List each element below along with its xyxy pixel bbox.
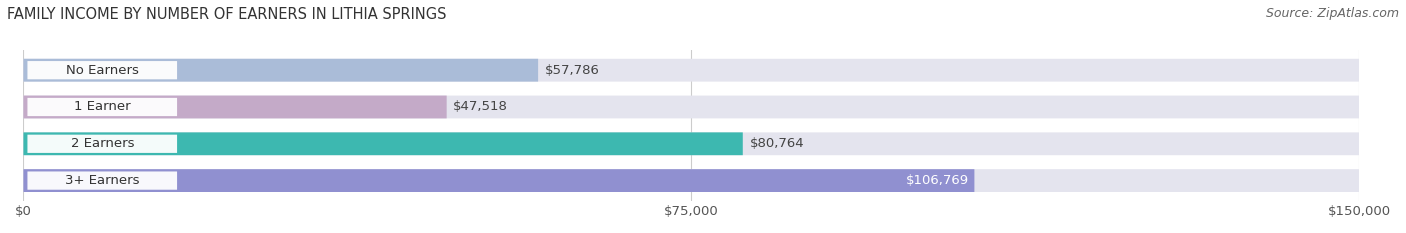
Text: $106,769: $106,769 [905,174,969,187]
FancyBboxPatch shape [28,98,177,116]
FancyBboxPatch shape [28,135,177,153]
Text: Source: ZipAtlas.com: Source: ZipAtlas.com [1265,7,1399,20]
FancyBboxPatch shape [24,132,742,155]
FancyBboxPatch shape [24,96,1360,118]
Text: $57,786: $57,786 [544,64,600,77]
Text: No Earners: No Earners [66,64,139,77]
FancyBboxPatch shape [24,96,447,118]
FancyBboxPatch shape [28,171,177,190]
FancyBboxPatch shape [24,59,1360,82]
FancyBboxPatch shape [24,132,1360,155]
Text: 1 Earner: 1 Earner [75,100,131,113]
FancyBboxPatch shape [24,59,538,82]
FancyBboxPatch shape [24,169,974,192]
Text: $80,764: $80,764 [749,137,804,150]
Text: FAMILY INCOME BY NUMBER OF EARNERS IN LITHIA SPRINGS: FAMILY INCOME BY NUMBER OF EARNERS IN LI… [7,7,447,22]
FancyBboxPatch shape [28,61,177,79]
FancyBboxPatch shape [24,169,1360,192]
Text: 2 Earners: 2 Earners [70,137,134,150]
Text: $47,518: $47,518 [453,100,508,113]
Text: 3+ Earners: 3+ Earners [65,174,139,187]
